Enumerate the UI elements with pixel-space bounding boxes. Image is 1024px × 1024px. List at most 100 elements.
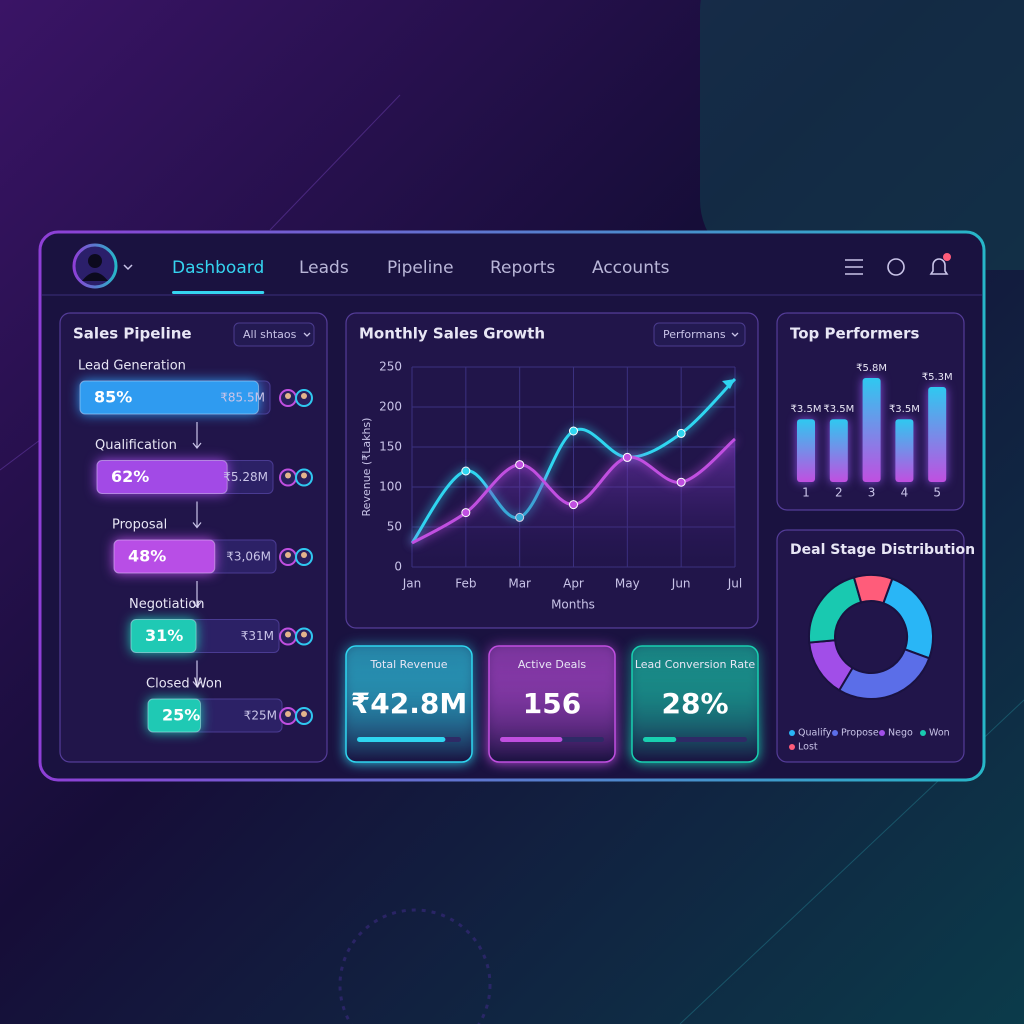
bar-value-label: ₹3.5M: [823, 404, 854, 415]
y-tick-label: 100: [379, 480, 402, 494]
stage-name: Proposal: [112, 518, 167, 533]
legend-swatch: [879, 730, 885, 736]
line-point: [676, 428, 686, 438]
filter-label[interactable]: All shtaos: [243, 328, 297, 341]
bell-icon[interactable]: [929, 258, 949, 275]
stage-amount: ₹31M: [241, 629, 274, 643]
nav-item[interactable]: Accounts: [592, 258, 670, 278]
stage-percent: 62%: [111, 467, 149, 486]
legend-label: Lost: [798, 742, 818, 753]
filter-dropdown[interactable]: [653, 322, 746, 347]
filter-label[interactable]: Performans: [663, 328, 726, 341]
deal-stage-card: [776, 529, 965, 763]
pipeline-card: [59, 312, 328, 763]
legend-label: Qualify: [798, 728, 832, 739]
stage-name: Negotiation: [129, 597, 205, 612]
nav-item[interactable]: Leads: [299, 258, 349, 278]
legend-swatch: [789, 744, 795, 750]
card-title: Monthly Sales Growth: [359, 325, 545, 343]
y-tick-label: 0: [394, 560, 402, 574]
stage-name: Lead Generation: [78, 359, 186, 374]
avatar-chevron[interactable]: [123, 264, 133, 271]
avatar-face: [301, 631, 307, 638]
deco-line: [0, 439, 41, 471]
bar: [829, 419, 848, 482]
stage-amount: ₹5.28M: [223, 470, 268, 484]
legend-label: Won: [929, 728, 950, 739]
stage-percent: 31%: [145, 626, 183, 645]
x-tick-label: May: [615, 577, 640, 591]
legend-label: Propose: [841, 728, 879, 739]
avatar-face: [285, 711, 291, 717]
stage-name: Closed Won: [146, 677, 222, 692]
bar: [797, 419, 815, 482]
x-tick-label: Jul: [727, 577, 742, 591]
bar-value-label: ₹3.5M: [791, 404, 822, 415]
kpi-card: [345, 645, 473, 763]
filter-dropdown[interactable]: [233, 322, 315, 347]
avatar-face: [301, 393, 307, 399]
kpi-value: 28%: [661, 687, 728, 720]
stage-percent: 25%: [162, 706, 200, 725]
avatar-face: [285, 631, 291, 638]
x-tick-label: Mar: [508, 577, 531, 591]
line-point: [622, 452, 632, 462]
stage-name: Qualification: [95, 438, 177, 453]
x-tick-label: 1: [802, 486, 810, 500]
y-tick-label: 200: [379, 400, 402, 414]
card-title: Deal Stage Distribution: [790, 542, 975, 558]
x-tick-label: 4: [901, 486, 909, 500]
flow-arrow: [192, 660, 202, 688]
avatar-face: [285, 552, 291, 558]
bar: [862, 378, 881, 482]
y-tick-label: 150: [379, 440, 402, 454]
x-axis-label: Months: [551, 598, 595, 612]
line-point: [515, 460, 525, 470]
header-icons: [845, 258, 949, 276]
legend-label: Nego: [888, 728, 913, 739]
nav-item[interactable]: Pipeline: [387, 258, 454, 278]
stage-bar: [96, 460, 228, 494]
kpi-value: ₹42.8M: [351, 687, 467, 720]
card-title: Sales Pipeline: [73, 325, 192, 343]
avatar-body: [82, 272, 108, 281]
stage-bar: [130, 619, 197, 653]
progress-bar: [643, 737, 677, 742]
legend-swatch: [789, 730, 795, 736]
stage-bar: [113, 539, 216, 574]
nav-item[interactable]: Reports: [490, 258, 555, 278]
dropdown-chevron: [731, 332, 739, 337]
kpi-label: Active Deals: [518, 658, 587, 671]
stage-amount: ₹25M: [244, 709, 277, 723]
x-tick-label: 5: [933, 486, 941, 500]
line-point: [569, 500, 578, 510]
flow-arrow: [192, 501, 202, 529]
x-tick-label: Apr: [563, 577, 584, 591]
flow-arrow: [192, 581, 202, 608]
avatar-face: [285, 393, 291, 399]
x-tick-label: 2: [835, 486, 843, 500]
active-underline: [172, 291, 265, 294]
card-title: Top Performers: [790, 325, 919, 343]
line-point: [461, 508, 471, 518]
settings-icon[interactable]: [887, 258, 905, 276]
avatar-face: [301, 472, 307, 479]
stage-bar: [147, 698, 201, 733]
bar-value-label: ₹5.3M: [922, 372, 953, 383]
stage-percent: 48%: [128, 547, 166, 566]
donut-segment: [852, 574, 894, 605]
y-tick-label: 250: [379, 360, 402, 374]
nav-item[interactable]: Dashboard: [172, 258, 264, 278]
filter-icon[interactable]: [845, 259, 863, 275]
legend-swatch: [920, 730, 926, 736]
stage-bar: [79, 380, 259, 415]
bar: [928, 386, 947, 482]
legend-swatch: [832, 730, 838, 736]
kpi-card: [488, 645, 616, 763]
x-tick-label: Jan: [402, 577, 422, 591]
kpi-label: Lead Conversion Rate: [635, 658, 756, 671]
kpi-value: 156: [523, 687, 581, 720]
y-tick-label: 50: [387, 520, 402, 534]
avatar-face: [301, 711, 307, 717]
